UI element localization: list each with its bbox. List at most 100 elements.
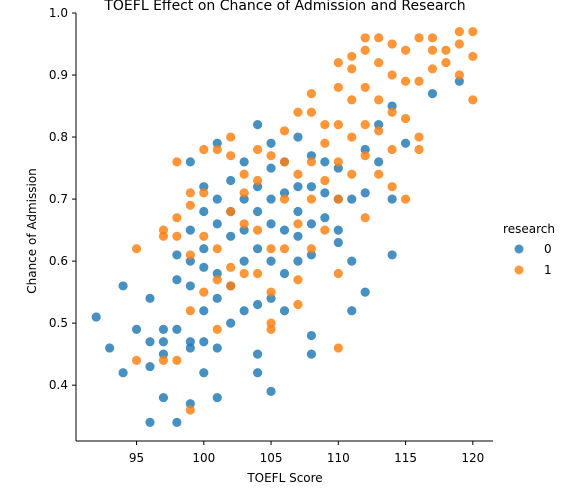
data-point-research-0 [212,392,222,403]
data-point-research-1 [468,95,478,105]
data-point-research-0 [279,306,290,316]
data-point-research-0 [347,306,357,316]
data-point-research-1 [468,51,478,62]
data-point-research-1 [400,76,411,86]
series-0-points [91,76,464,427]
data-point-research-1 [360,45,370,55]
data-point-research-1 [387,107,397,117]
data-point-research-0 [387,250,397,260]
chart-title: TOEFL Effect on Chance of Admission and … [103,0,465,14]
data-point-research-1 [226,132,236,142]
data-point-research-0 [347,256,357,266]
data-point-research-0 [360,188,370,198]
legend-title: research [503,222,555,236]
data-point-research-1 [293,169,303,179]
x-tick-label: 110 [327,451,350,465]
data-point-research-1 [320,225,330,235]
legend-marker-research-0 [514,244,524,254]
data-point-research-1 [279,157,290,167]
data-point-research-1 [347,132,357,142]
data-point-research-1 [212,324,222,334]
legend-label-research-1: 1 [544,263,552,277]
data-point-research-0 [266,386,276,396]
data-point-research-1 [414,132,424,142]
data-point-research-1 [199,188,209,198]
data-point-research-0 [105,343,115,353]
data-point-research-0 [172,417,182,427]
data-point-research-0 [199,306,209,316]
data-point-research-1 [199,231,209,241]
data-point-research-1 [252,268,263,279]
data-point-research-0 [320,213,330,223]
data-point-research-1 [185,200,195,210]
data-point-research-0 [199,368,209,378]
x-tick-label: 100 [192,451,215,465]
data-point-research-1 [414,76,424,86]
data-point-research-1 [239,268,249,279]
data-point-research-1 [333,268,343,279]
data-point-research-1 [441,58,451,68]
data-point-research-1 [306,244,317,254]
data-point-research-0 [333,237,343,248]
data-point-research-1 [226,206,236,217]
data-point-research-0 [226,175,236,186]
data-point-research-1 [333,194,343,204]
data-point-research-1 [226,262,236,272]
x-axis-label: TOEFL Score [246,471,322,485]
data-point-research-1 [454,39,464,49]
data-point-research-0 [145,417,155,427]
data-point-research-0 [239,256,249,266]
data-point-research-1 [252,225,263,235]
data-point-research-0 [360,287,370,297]
x-tick-label: 120 [461,451,484,465]
data-point-research-1 [320,138,330,148]
data-point-research-0 [199,244,209,254]
data-point-research-0 [145,361,155,372]
x-tick-label: 115 [394,451,417,465]
y-axis-label: Chance of Admission [25,168,39,294]
data-point-research-0 [252,206,263,217]
legend-marker-research-1 [514,265,524,275]
legend-label-research-0: 0 [544,242,552,256]
data-point-research-0 [293,182,303,192]
data-point-research-1 [427,33,438,43]
data-point-research-1 [199,287,209,297]
data-point-research-1 [212,144,222,155]
data-point-research-0 [185,225,195,235]
data-point-research-1 [185,306,195,316]
y-tick-label: 1.0 [49,6,68,20]
y-tick-label: 0.8 [49,130,68,144]
data-point-research-1 [374,58,384,68]
data-point-research-1 [347,51,357,62]
data-point-research-1 [347,169,357,179]
data-point-research-1 [293,299,303,310]
data-point-research-1 [333,157,343,167]
data-point-research-0 [400,138,411,148]
data-point-research-0 [320,157,330,167]
data-point-research-0 [172,250,182,260]
y-tick-label: 0.5 [49,316,68,330]
data-point-research-1 [266,318,276,328]
data-point-research-0 [266,194,276,204]
data-point-research-1 [387,70,397,80]
data-point-research-0 [118,281,128,291]
data-point-research-0 [306,182,317,192]
data-point-research-1 [320,175,330,186]
data-point-research-0 [266,256,276,266]
data-point-research-0 [306,219,317,229]
data-point-research-1 [333,120,343,130]
y-axis-ticks: 0.4 0.5 0.6 0.7 0.8 0.9 1.0 [49,6,76,392]
data-point-research-1 [212,244,222,254]
data-point-research-0 [239,157,249,167]
data-point-research-1 [185,250,195,260]
data-point-research-0 [387,194,397,204]
data-point-research-0 [185,281,195,291]
data-point-research-1 [306,107,317,117]
data-point-research-1 [131,355,142,365]
data-point-research-1 [414,33,424,43]
data-point-research-0 [266,219,276,229]
data-point-research-1 [427,45,438,55]
data-point-research-1 [414,144,424,155]
data-point-research-0 [145,293,155,303]
